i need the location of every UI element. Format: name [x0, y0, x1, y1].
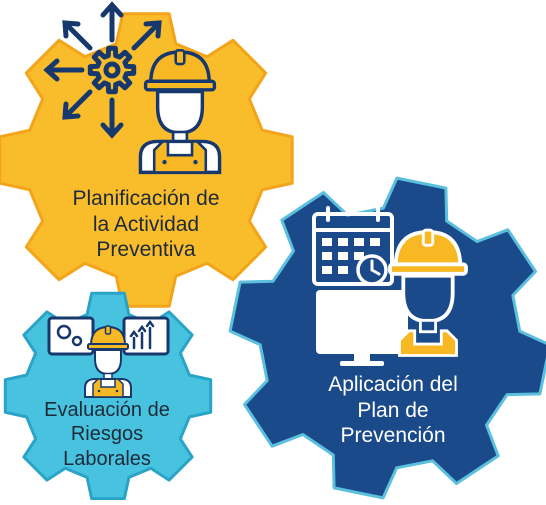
label-aplicacion-line-3: Prevención — [340, 424, 446, 448]
label-planificacion-line-1: Planificación de — [72, 187, 220, 210]
worker-icon-large — [388, 228, 468, 357]
gear-planificacion — [0, 1, 294, 308]
label-evaluacion-line-2: Riesgos — [70, 423, 144, 446]
calendar-monitor-icon — [312, 206, 408, 366]
label-aplicacion: Aplicación del Plan de Prevención — [268, 372, 518, 449]
label-aplicacion-line-1: Aplicación del — [328, 373, 458, 396]
label-evaluacion-line-1: Evaluación de — [44, 399, 170, 421]
gear-evaluacion — [3, 291, 213, 501]
label-evaluacion: Evaluación de Riesgos Laborales — [0, 398, 214, 471]
label-evaluacion-line-3: Laborales — [63, 447, 151, 470]
label-planificacion: Planificación de la Actividad Preventiva — [0, 186, 292, 263]
label-aplicacion-line-2: Plan de — [357, 398, 429, 422]
label-planificacion-line-3: Preventiva — [96, 238, 196, 262]
gear-aplicacion — [228, 176, 546, 500]
label-planificacion-line-2: la Actividad — [92, 212, 200, 236]
gear-with-arrows-icon — [43, 1, 162, 139]
